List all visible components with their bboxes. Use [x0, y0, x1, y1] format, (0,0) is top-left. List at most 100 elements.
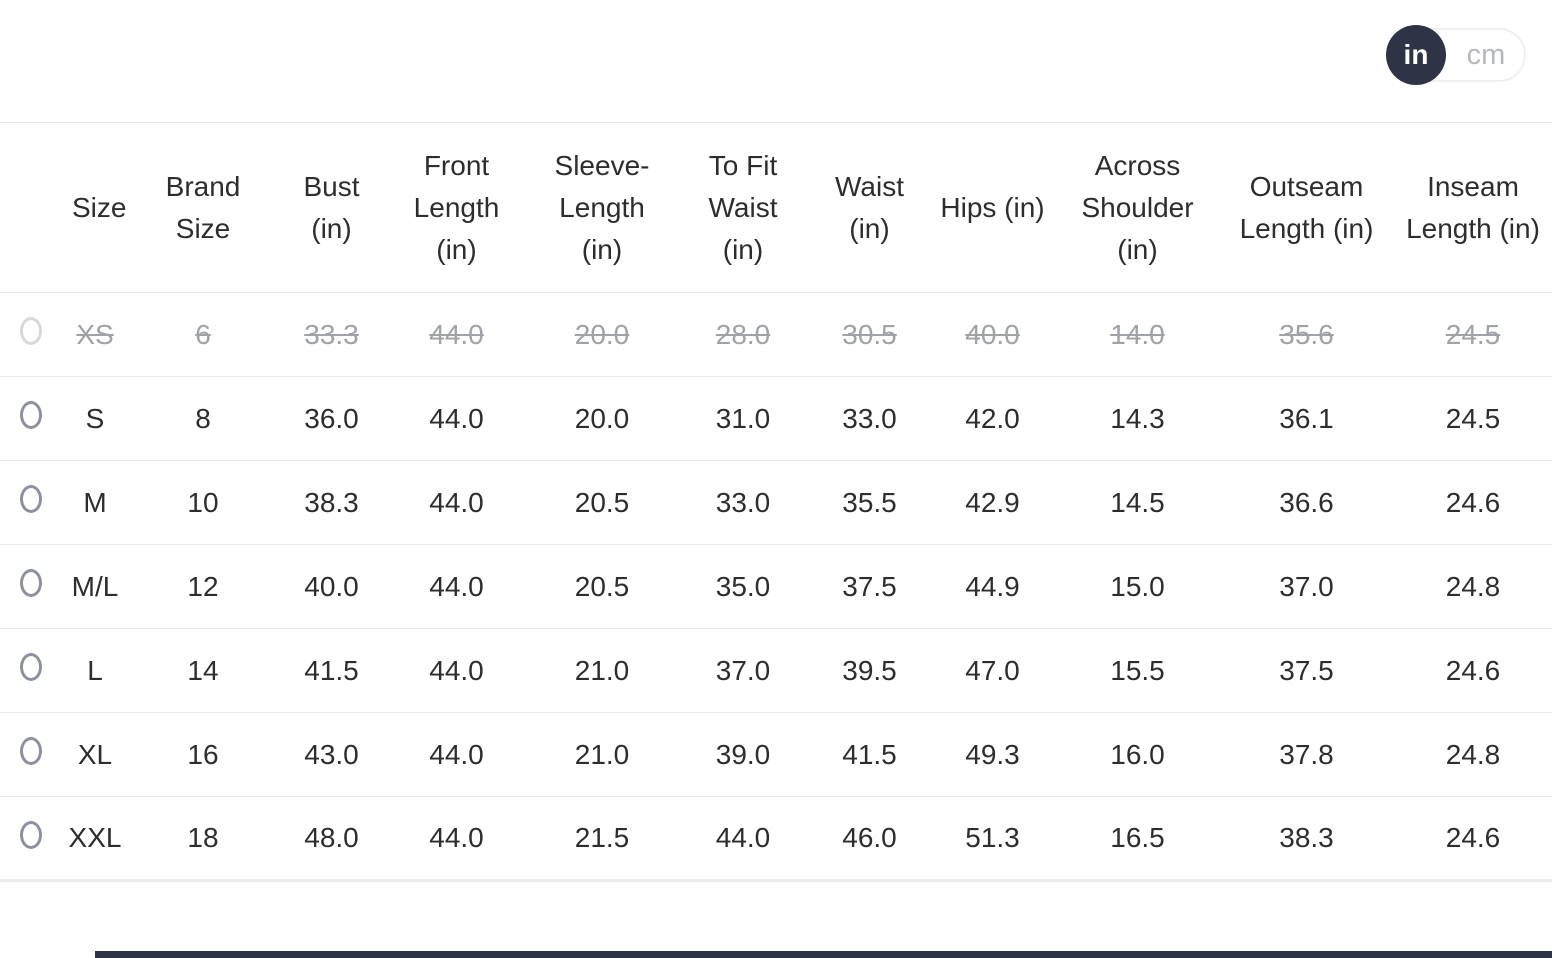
radio-cell	[0, 461, 62, 545]
brand-size-cell: 14	[187, 654, 219, 686]
across-shoulder-cell: 14.5	[1110, 486, 1165, 518]
size-radio-button[interactable]	[20, 737, 42, 765]
hips-cell: 47.0	[965, 654, 1020, 686]
hips-cell: 40.0	[965, 318, 1020, 350]
front-length-cell: 44.0	[429, 654, 484, 686]
sleeve-length-cell: 20.0	[574, 318, 630, 350]
radio-cell	[0, 377, 62, 461]
sleeve-length-cell: 20.0	[574, 402, 630, 434]
to-fit-waist-cell: 39.0	[715, 738, 771, 770]
radio-cell	[0, 713, 62, 797]
bust-cell: 40.0	[304, 570, 359, 602]
to-fit-waist-cell: 44.0	[715, 822, 771, 853]
outseam-length-cell: 37.5	[1279, 654, 1334, 686]
size-cell: S	[85, 402, 105, 434]
sleeve-length-cell: 21.5	[574, 822, 630, 853]
col-header-size: Size	[72, 191, 127, 223]
size-cell: L	[87, 654, 103, 686]
bust-cell: 36.0	[304, 402, 359, 434]
hips-cell: 44.9	[965, 570, 1020, 602]
brand-size-cell: 10	[187, 486, 219, 518]
size-cell: XL	[77, 738, 113, 770]
horizontal-scrollbar-thumb[interactable]	[95, 951, 1552, 958]
radio-cell	[0, 545, 62, 629]
waist-cell: 39.5	[842, 654, 897, 686]
inseam-length-cell: 24.6	[1445, 654, 1501, 686]
brand-size-cell: 18	[187, 822, 219, 853]
sleeve-length-cell: 20.5	[574, 486, 630, 518]
unit-toggle[interactable]: in cm	[1386, 25, 1526, 85]
col-header-front-length: Front Length (in)	[413, 149, 500, 265]
hips-cell: 42.0	[965, 402, 1020, 434]
size-radio-button[interactable]	[20, 317, 42, 345]
front-length-cell: 44.0	[429, 486, 484, 518]
col-header-outseam-length: Outseam Length (in)	[1239, 170, 1374, 244]
col-header-waist: Waist (in)	[835, 170, 904, 244]
front-length-cell: 44.0	[429, 738, 484, 770]
sleeve-length-cell: 21.0	[574, 738, 630, 770]
outseam-length-cell: 38.3	[1279, 822, 1334, 853]
radio-cell	[0, 629, 62, 713]
waist-cell: 46.0	[842, 822, 897, 853]
brand-size-cell: 6	[195, 318, 211, 350]
unit-cm-button[interactable]: cm	[1466, 38, 1506, 71]
bust-cell: 48.0	[304, 822, 359, 853]
to-fit-waist-cell: 31.0	[715, 402, 771, 434]
front-length-cell: 44.0	[429, 318, 484, 350]
radio-cell	[0, 293, 62, 377]
across-shoulder-cell: 15.5	[1110, 654, 1165, 686]
col-header-bust: Bust (in)	[303, 170, 360, 244]
size-row[interactable]: L 14 41.5 44.0 21.0 37.0 39.5 47.0 15.5 …	[0, 628, 1552, 713]
size-cell: XS	[76, 318, 114, 350]
to-fit-waist-cell: 28.0	[715, 318, 771, 350]
col-header-to-fit-waist: To Fit Waist (in)	[708, 149, 778, 265]
front-length-cell: 44.0	[429, 822, 484, 853]
across-shoulder-cell: 14.0	[1110, 318, 1165, 350]
bust-cell: 33.3	[304, 318, 359, 350]
inseam-length-cell: 24.5	[1445, 402, 1501, 434]
size-radio-button[interactable]	[20, 485, 42, 513]
waist-cell: 33.0	[842, 402, 897, 434]
front-length-cell: 44.0	[429, 570, 484, 602]
bust-cell: 41.5	[304, 654, 359, 686]
inseam-length-cell: 24.8	[1445, 570, 1501, 602]
front-length-cell: 44.0	[429, 402, 484, 434]
col-header-across-shoulder: Across Shoulder (in)	[1081, 149, 1194, 265]
across-shoulder-cell: 14.3	[1110, 402, 1165, 434]
header-row: Size Brand Size Bust (in) Front Length (…	[0, 122, 1552, 293]
outseam-length-cell: 37.8	[1279, 738, 1334, 770]
size-radio-button[interactable]	[20, 653, 42, 681]
size-radio-button[interactable]	[20, 820, 42, 849]
brand-size-cell: 12	[187, 570, 219, 602]
size-cell: M	[83, 486, 107, 518]
radio-cell	[0, 797, 62, 881]
size-row[interactable]: XL 16 43.0 44.0 21.0 39.0 41.5 49.3 16.0…	[0, 712, 1552, 797]
across-shoulder-cell: 16.5	[1110, 822, 1165, 853]
size-row[interactable]: S 8 36.0 44.0 20.0 31.0 33.0 42.0 14.3 3…	[0, 376, 1552, 461]
size-chart-table: Size Brand Size Bust (in) Front Length (…	[0, 122, 1552, 882]
waist-cell: 41.5	[842, 738, 897, 770]
hips-cell: 49.3	[965, 738, 1020, 770]
inseam-length-cell: 24.6	[1445, 486, 1501, 518]
across-shoulder-cell: 16.0	[1110, 738, 1165, 770]
size-radio-button[interactable]	[20, 569, 42, 597]
waist-cell: 35.5	[842, 486, 897, 518]
unit-in-button[interactable]: in	[1386, 25, 1446, 85]
hips-cell: 51.3	[965, 822, 1020, 853]
outseam-length-cell: 36.1	[1279, 402, 1334, 434]
hips-cell: 42.9	[965, 486, 1020, 518]
size-radio-button[interactable]	[20, 401, 42, 429]
col-header-brand-size: Brand Size	[165, 170, 241, 244]
size-row[interactable]: M/L 12 40.0 44.0 20.5 35.0 37.5 44.9 15.…	[0, 544, 1552, 629]
size-row[interactable]: M 10 38.3 44.0 20.5 33.0 35.5 42.9 14.5 …	[0, 460, 1552, 545]
size-row[interactable]: XXL 18 48.0 44.0 21.5 44.0 46.0 51.3 16.…	[0, 796, 1552, 881]
inseam-length-cell: 24.8	[1445, 738, 1501, 770]
to-fit-waist-cell: 33.0	[715, 486, 771, 518]
size-row[interactable]: XS 6 33.3 44.0 20.0 28.0 30.5 40.0 14.0 …	[0, 292, 1552, 377]
waist-cell: 30.5	[842, 318, 897, 350]
sleeve-length-cell: 21.0	[574, 654, 630, 686]
inseam-length-cell: 24.6	[1445, 822, 1501, 853]
outseam-length-cell: 35.6	[1279, 318, 1334, 350]
across-shoulder-cell: 15.0	[1110, 570, 1165, 602]
to-fit-waist-cell: 37.0	[715, 654, 771, 686]
